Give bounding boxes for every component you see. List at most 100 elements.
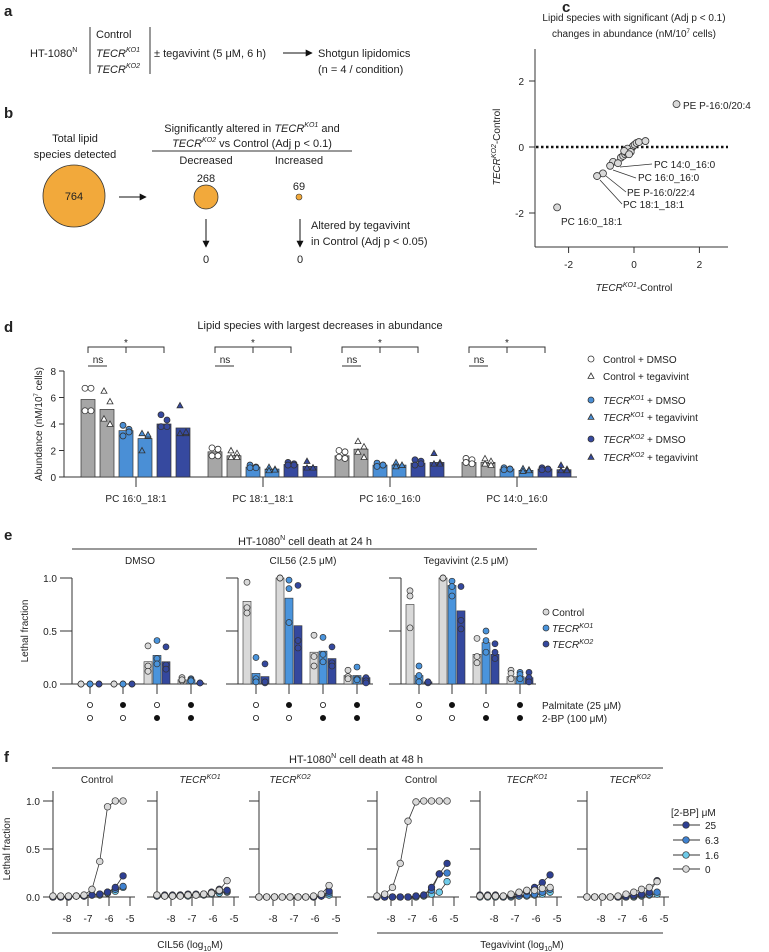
two-bp-indicator: [285, 715, 292, 722]
altered-label-line2: in Control (Adj p < 0.05): [311, 236, 427, 248]
significance-ns: ns: [220, 355, 231, 366]
chart-f-legend-marker: [682, 851, 690, 859]
chart-f-point: [111, 797, 119, 805]
chart-e-point: [406, 624, 414, 632]
chart-d-category-label: PC 16:0_18:1: [105, 494, 167, 505]
chart-d-legend-label-main: TECR: [603, 453, 630, 464]
chart-c-leader-line: [599, 179, 623, 205]
chart-d-legend-label-main: TECR: [603, 396, 630, 407]
chart-d-y-tick-label: 6: [50, 394, 56, 405]
chart-d-legend-label-sup: KO1: [630, 412, 644, 419]
chart-f-point: [435, 888, 443, 896]
chart-d-point: [462, 459, 470, 466]
chart-e-point: [310, 653, 318, 660]
chart-f-panel-title: TECRKO1: [179, 774, 220, 786]
chart-d-point: [360, 453, 368, 460]
palmitate-row-label: Palmitate (25 μM): [542, 701, 621, 712]
chart-e-point: [285, 585, 293, 592]
chart-f-point: [72, 892, 80, 900]
chart-f-panel-title-main: TECR: [506, 775, 533, 786]
chart-d-point: [487, 461, 495, 468]
chart-f-point: [294, 893, 302, 901]
chart-e-point: [516, 675, 524, 683]
chart-d-bar: [156, 423, 172, 478]
chart-f-xlabel: Tegavivint (log10M): [480, 940, 563, 952]
chart-d-legend-marker: [587, 453, 595, 460]
palmitate-indicator: [517, 702, 524, 709]
chart-e-point: [507, 675, 515, 683]
chart-f-x-tick-label: -8: [597, 914, 606, 925]
chart-d-point: [81, 384, 89, 392]
chart-f-point: [404, 817, 412, 825]
chart-c-ylabel: TECRKO2-Control: [491, 109, 503, 186]
chart-d-point: [157, 423, 165, 431]
chart-f-series-line: [586, 881, 658, 898]
chart-e-point: [187, 677, 195, 685]
palmitate-indicator: [415, 702, 422, 709]
chart-c-point-label: PE P-16:0/20:4: [683, 101, 751, 112]
readout-label: Shotgun lipidomics: [318, 48, 411, 60]
chart-e-point: [473, 659, 481, 667]
chart-e-point: [252, 678, 260, 686]
chart-d-point: [341, 455, 349, 462]
chart-e-bar: [438, 577, 448, 685]
chart-f-point: [653, 888, 661, 896]
chart-d-point: [214, 445, 222, 453]
chart-f-xlabel-sub: 10: [544, 946, 552, 952]
chart-f-point: [412, 798, 420, 806]
decreased-count: 268: [197, 173, 215, 185]
chart-c-point: [625, 150, 633, 159]
chart-c-title-line2: changes in abundance (nM/107 cells): [552, 29, 716, 40]
chart-e-point: [362, 679, 370, 687]
chart-d-point: [392, 462, 400, 470]
chart-e-point: [86, 680, 94, 688]
chart-e-point: [491, 648, 499, 656]
chart-d-point: [119, 421, 127, 429]
chart-d-point: [233, 453, 241, 460]
chart-f-point: [161, 892, 169, 900]
panel-label-e: e: [4, 527, 12, 544]
total-circle: [42, 164, 106, 228]
significance-header-line2: TECRKO2 vs Control (Adj p < 0.1): [172, 137, 332, 150]
chart-f-point: [507, 890, 515, 898]
chart-d-legend-label-main: TECR: [603, 413, 630, 424]
chart-f-x-tick-label: -6: [311, 914, 320, 925]
chart-f-x-tick-label: -7: [290, 914, 299, 925]
chart-e-y-tick-label: 0.0: [43, 680, 57, 691]
chart-e-point: [285, 576, 293, 584]
chart-d-point: [335, 447, 343, 454]
chart-f-point: [598, 893, 607, 901]
chart-d-y-tick-label: 2: [50, 447, 56, 458]
chart-e-panel-title: CIL56 (2.5 μM): [270, 556, 337, 567]
chart-d-point: [411, 461, 419, 469]
chart-d-category-label: PC 18:1_18:1: [232, 494, 294, 505]
chart-e-point: [482, 648, 490, 656]
chart-f-point: [373, 892, 381, 900]
chart-d-point: [500, 466, 508, 474]
chart-d-bar: [302, 466, 318, 478]
chart-e-point: [457, 583, 465, 590]
chart-e-point: [353, 676, 361, 684]
chart-e-point: [261, 660, 269, 668]
chart-f-point: [119, 872, 127, 880]
chart-d-ylabel: Abundance (nM/107 cells): [34, 367, 45, 481]
chart-f-point: [396, 893, 404, 901]
chart-f-x-tick-label: -5: [660, 914, 669, 925]
chart-d-legend-label: TECRKO2 + DMSO: [603, 434, 686, 446]
chart-c-point: [641, 137, 650, 145]
chart-e-point: [128, 680, 136, 688]
chart-f-xlabel-main: Tegavivint (log: [480, 940, 544, 951]
chart-c-point: [635, 138, 643, 146]
chart-f-point: [538, 884, 546, 893]
chart-f-legend-label: 6.3: [705, 836, 719, 847]
chart-e-title: HT-1080N cell death at 24 h: [238, 535, 372, 548]
chart-e-panel-title: Tegavivint (2.5 μM): [424, 556, 509, 567]
chart-d-point: [227, 446, 235, 454]
significance-star: *: [505, 338, 509, 349]
significance-star: *: [251, 338, 255, 349]
two-bp-row-label: 2-BP (100 μM): [542, 714, 607, 725]
chart-e-legend-label: TECRKO2: [552, 639, 593, 651]
chart-e-point: [162, 665, 170, 673]
chart-e-point: [162, 643, 170, 651]
chart-c-labeled-point: [553, 203, 562, 212]
